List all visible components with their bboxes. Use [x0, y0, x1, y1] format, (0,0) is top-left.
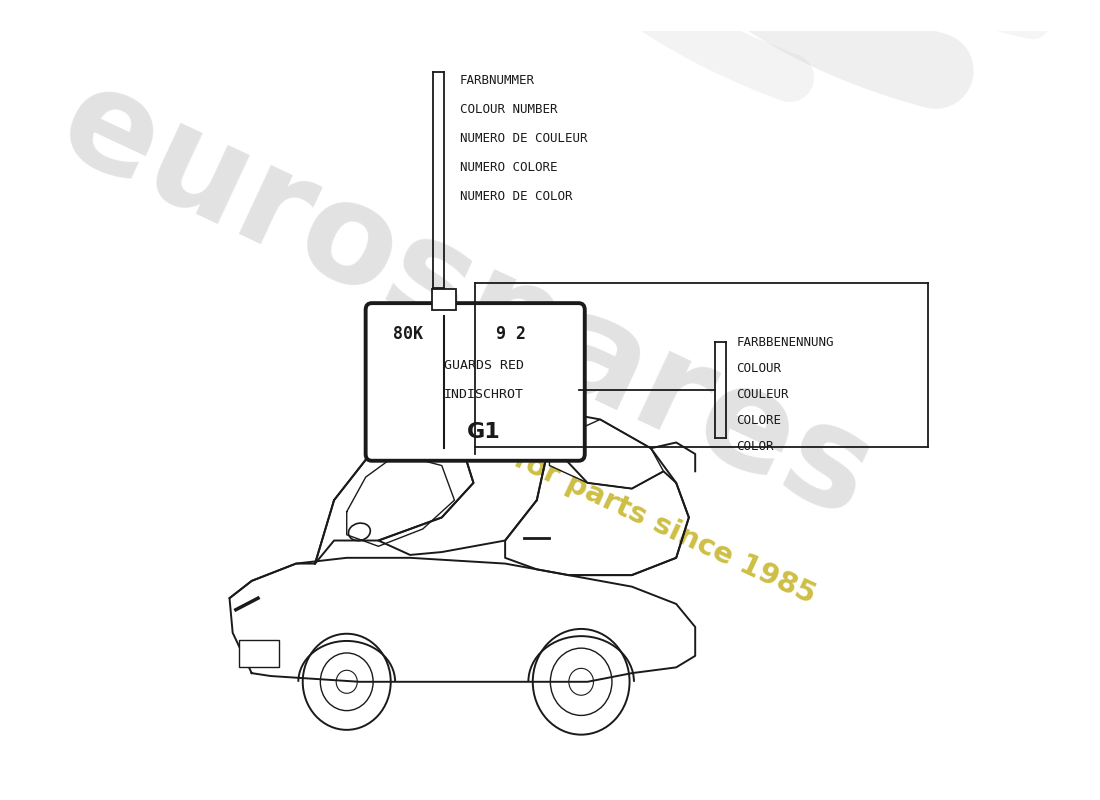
Text: COLOUR NUMBER: COLOUR NUMBER: [460, 103, 558, 116]
Text: FARBBENENNUNG: FARBBENENNUNG: [737, 336, 834, 349]
Text: GUARDS RED: GUARDS RED: [444, 359, 524, 372]
Text: NUMERO COLORE: NUMERO COLORE: [460, 161, 558, 174]
Bar: [431, 289, 456, 310]
Text: NUMERO DE COLOR: NUMERO DE COLOR: [460, 190, 572, 202]
Text: COULEUR: COULEUR: [737, 388, 789, 401]
Text: eurospares: eurospares: [40, 54, 893, 547]
Bar: [239, 639, 279, 667]
Text: COLOUR: COLOUR: [737, 362, 782, 374]
Text: FARBNUMMER: FARBNUMMER: [460, 74, 535, 87]
FancyBboxPatch shape: [365, 303, 585, 461]
Text: G1: G1: [468, 422, 500, 442]
Text: COLORE: COLORE: [737, 414, 782, 426]
Text: 9 2: 9 2: [496, 325, 526, 343]
Text: 80K: 80K: [393, 325, 422, 343]
Text: NUMERO DE COULEUR: NUMERO DE COULEUR: [460, 132, 587, 145]
Text: a passion for parts since 1985: a passion for parts since 1985: [360, 375, 821, 610]
Text: COLOR: COLOR: [737, 440, 774, 453]
Text: INDISCHROT: INDISCHROT: [444, 388, 524, 401]
